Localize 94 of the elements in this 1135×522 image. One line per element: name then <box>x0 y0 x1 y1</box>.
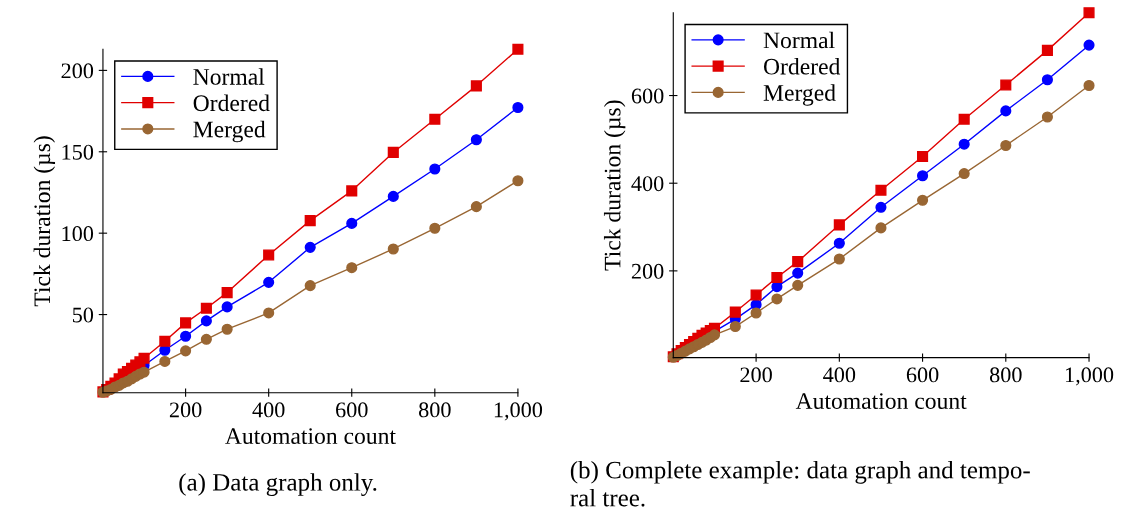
y-tick-label: 100 <box>62 226 94 242</box>
point <box>729 320 741 333</box>
legend-label: Merged <box>763 84 836 106</box>
point <box>346 217 358 229</box>
point <box>429 222 441 234</box>
point <box>159 335 171 347</box>
point <box>750 289 762 301</box>
y-axis-title: Tick duration (µs) <box>33 136 56 307</box>
point <box>958 168 970 180</box>
point <box>875 222 887 234</box>
point <box>1000 139 1012 152</box>
point <box>470 134 482 146</box>
point <box>1083 79 1095 92</box>
x-axis-title: Automation count <box>225 428 396 445</box>
point <box>221 323 233 335</box>
point <box>833 253 845 265</box>
legend-label: Ordered <box>193 94 270 112</box>
point <box>200 333 212 345</box>
point <box>1000 105 1012 117</box>
text: (a) Data graph only. <box>179 473 377 496</box>
point <box>833 219 845 231</box>
point <box>875 201 887 213</box>
point <box>429 163 441 175</box>
point <box>221 287 233 299</box>
point <box>917 194 929 206</box>
point <box>771 271 783 284</box>
point <box>917 170 929 182</box>
point <box>346 185 358 197</box>
x-tick-label: 400 <box>823 367 856 383</box>
point <box>958 113 970 125</box>
point <box>200 315 212 327</box>
point <box>429 113 441 125</box>
y-axis-title: Tick duration (µs) <box>603 100 626 271</box>
legend-label: Normal <box>763 31 835 49</box>
point <box>346 262 358 274</box>
x-tick-label: 200 <box>169 402 202 418</box>
x-tick-label: 1,000 <box>494 402 543 421</box>
point <box>138 352 150 364</box>
point <box>304 280 316 292</box>
point <box>958 138 970 150</box>
point <box>512 101 524 114</box>
point <box>1083 7 1095 19</box>
point <box>221 301 233 313</box>
point <box>750 307 762 319</box>
point <box>1041 111 1053 123</box>
point <box>1041 74 1053 86</box>
point <box>470 201 482 213</box>
point <box>387 146 399 158</box>
legend-label: Normal <box>193 68 265 85</box>
point <box>263 307 275 319</box>
point <box>771 293 783 305</box>
point <box>159 355 171 368</box>
point <box>1041 44 1053 56</box>
x-tick-label: 200 <box>740 367 772 383</box>
legend-label: Ordered <box>763 58 841 75</box>
point <box>180 345 192 357</box>
x-tick-label: 800 <box>989 367 1022 383</box>
x-tick-label: 800 <box>419 402 451 418</box>
point <box>304 241 316 253</box>
x-tick-label: 600 <box>336 402 368 418</box>
x-tick-label: 400 <box>252 402 285 418</box>
point <box>1083 39 1095 51</box>
y-tick-label: 600 <box>631 88 664 104</box>
point <box>792 267 804 279</box>
point <box>200 302 212 314</box>
y-tick-label: 400 <box>631 176 664 192</box>
x-axis-title: Automation count <box>795 393 967 410</box>
point <box>875 184 887 196</box>
point <box>917 150 929 163</box>
point <box>1000 79 1012 91</box>
point <box>708 329 721 341</box>
point <box>180 317 192 329</box>
legend-label: Merged <box>193 120 266 143</box>
point <box>512 43 524 55</box>
point <box>263 276 275 288</box>
x-tick-label: 600 <box>906 367 939 383</box>
text: (b) Complete example: data graph and tempo- ral tree. <box>570 460 1030 507</box>
y-tick-label: 200 <box>61 63 94 79</box>
point <box>792 279 804 291</box>
point <box>512 175 524 187</box>
point <box>833 237 845 249</box>
point <box>792 256 804 268</box>
point <box>180 330 192 342</box>
y-tick-label: 50 <box>72 307 94 323</box>
point <box>387 243 399 255</box>
point <box>729 306 741 318</box>
point <box>470 80 482 92</box>
y-tick-label: 150 <box>62 144 94 160</box>
point <box>304 215 316 227</box>
x-tick-label: 1,000 <box>1065 367 1114 386</box>
y-tick-label: 200 <box>631 263 664 279</box>
point <box>387 190 399 202</box>
point <box>138 366 150 378</box>
point <box>263 249 275 261</box>
